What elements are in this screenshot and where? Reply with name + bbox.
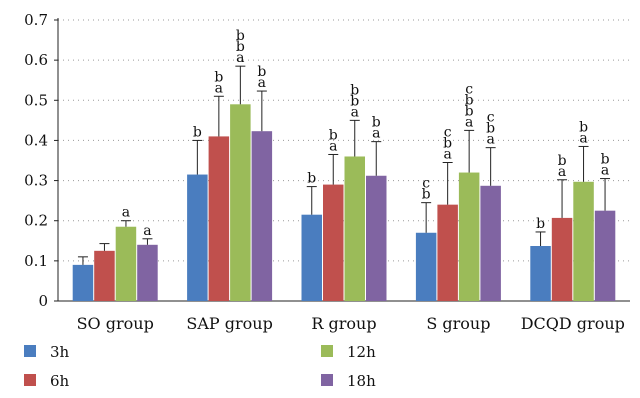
bars (72, 104, 616, 301)
bar (344, 156, 365, 301)
significance-letter: a (579, 130, 587, 146)
bar (251, 131, 273, 301)
significance-letter: a (558, 164, 566, 180)
significance-letter: a (215, 80, 223, 96)
significance-letter: a (122, 205, 130, 221)
bar (415, 232, 437, 301)
significance-letter: a (465, 114, 473, 130)
y-tick-label: 0.6 (24, 51, 48, 69)
y-tick-label: 0.2 (24, 212, 48, 230)
y-tick-label: 0.3 (24, 172, 48, 190)
significance-letter: a (486, 132, 494, 148)
significance-letter: b (601, 152, 610, 168)
bar (208, 136, 230, 301)
bar (115, 226, 137, 301)
significance-letter: b (422, 187, 431, 203)
gridlines (58, 19, 630, 262)
significance-letter: b (465, 92, 474, 108)
significance-letter: b (257, 64, 266, 80)
significance-letter: b (350, 93, 359, 109)
significance-letter: b (536, 216, 545, 232)
y-tick-label: 0.1 (24, 252, 48, 270)
bar (530, 246, 551, 301)
category-labels: SO group SAP group R group S group DCQD grou… (77, 314, 625, 333)
significance-letter: b (307, 171, 316, 187)
legend-swatch (321, 374, 333, 386)
significance-letter: a (372, 126, 380, 142)
legend-label: 12h (347, 343, 376, 361)
bar (594, 210, 616, 301)
significance-letter: b (579, 119, 588, 135)
significance-letter: b (329, 127, 338, 143)
significance-letter: b (558, 153, 567, 169)
significance-letter: b (236, 28, 245, 44)
category-label: S group (426, 314, 490, 333)
bar (301, 214, 322, 301)
significance-letter: b (350, 82, 359, 98)
bar (187, 174, 208, 301)
significance-letter: a (258, 75, 266, 91)
significance-letter: a (443, 147, 451, 163)
significance-letter: c (465, 81, 473, 97)
bar (551, 217, 573, 301)
legend-swatch (321, 345, 333, 357)
significance-letter: b (486, 121, 495, 137)
significance-letter: b (214, 69, 223, 85)
bar (137, 244, 158, 301)
significance-letter: c (487, 110, 495, 126)
legend-label: 18h (347, 372, 376, 390)
bar (480, 185, 501, 301)
category-label: SO group (77, 314, 154, 333)
legend-label: 6h (50, 372, 70, 390)
axes: 0 0.1 0.2 0.3 0.4 0.5 0.6 0.7 (24, 11, 630, 310)
y-tick-label: 0 (38, 292, 48, 310)
significance-letter: b (236, 39, 245, 55)
bar (72, 264, 94, 301)
significance-letter: c (444, 125, 452, 141)
significance-letter: a (236, 50, 244, 66)
significance-letter: a (351, 104, 359, 120)
legend-swatch (24, 345, 36, 357)
bar (230, 104, 251, 301)
legend: 3h 6h 12h 18h (24, 343, 376, 390)
category-label: R group (311, 314, 376, 333)
category-label: SAP group (186, 314, 272, 333)
significance-letter: b (443, 136, 452, 152)
y-tick-label: 0.5 (24, 91, 48, 109)
bar (94, 250, 115, 301)
bar (366, 175, 387, 301)
y-tick-label: 0.7 (24, 11, 48, 29)
significance-letter: a (329, 138, 337, 154)
significance-letter: c (422, 176, 430, 192)
bar (437, 204, 458, 301)
y-tick-label: 0.4 (24, 131, 48, 149)
significance-letter: b (193, 124, 202, 140)
significance-letter: b (465, 103, 474, 119)
legend-swatch (24, 374, 36, 386)
bar (573, 181, 594, 301)
category-label: DCQD group (521, 314, 625, 333)
significance-letter: a (601, 163, 609, 179)
bar (458, 172, 480, 301)
legend-label: 3h (50, 343, 70, 361)
error-bars (77, 65, 611, 265)
significance-letter: b (372, 115, 381, 131)
significance-letter: a (143, 223, 151, 239)
bar (323, 184, 344, 301)
